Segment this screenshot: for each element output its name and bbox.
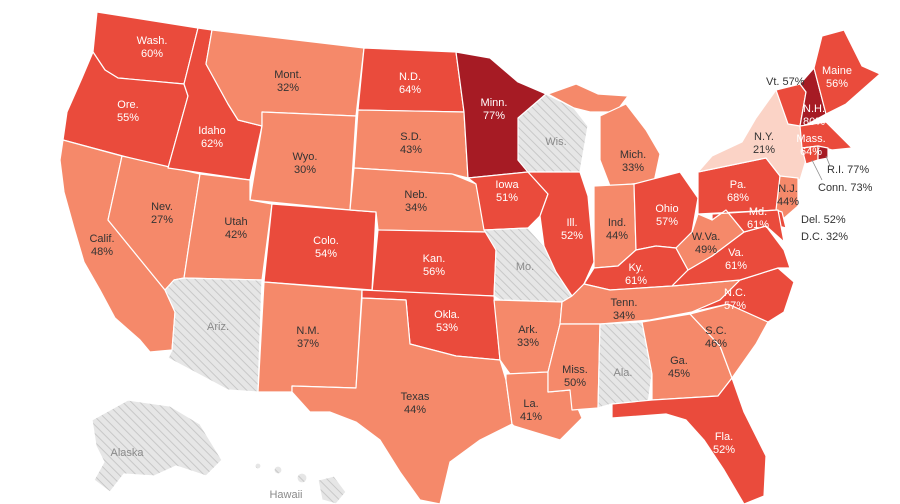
- label-or: Ore. 55%: [117, 99, 139, 124]
- label-wa: Wash. 60%: [137, 35, 168, 60]
- label-al: Ala.: [614, 367, 633, 379]
- state-tx: [291, 297, 513, 504]
- label-ga: Ga. 45%: [668, 355, 690, 380]
- label-ms: Miss. 50%: [562, 364, 588, 389]
- ct-leader: [811, 159, 823, 181]
- state-nj: [775, 175, 799, 221]
- label-ca: Calif. 48%: [89, 233, 114, 258]
- state-co: [263, 203, 377, 291]
- state-nc: [691, 267, 795, 323]
- label-va: Va. 61%: [725, 247, 747, 272]
- label-ia: Iowa 51%: [495, 179, 519, 204]
- label-ok: Okla. 53%: [434, 309, 460, 334]
- label-me: Maine 56%: [822, 65, 852, 90]
- state-ak: [91, 399, 223, 493]
- label-nc: N.C. 57%: [724, 287, 746, 312]
- label-wv: W.Va. 49%: [692, 231, 721, 256]
- label-ut: Utah 42%: [224, 216, 247, 241]
- label-nv: Nev. 27%: [151, 201, 173, 226]
- label-oh: Ohio 57%: [655, 203, 678, 228]
- label-nd: N.D. 64%: [399, 71, 421, 96]
- state-mi-up: [547, 83, 629, 113]
- state-az: [164, 277, 263, 393]
- state-ut: [183, 173, 273, 281]
- callout-de: Del. 52%: [801, 214, 846, 226]
- label-il: Ill. 52%: [561, 217, 583, 242]
- label-mo: Mo.: [516, 261, 534, 273]
- label-pa: Pa. 68%: [727, 179, 749, 204]
- state-wi: [517, 93, 589, 173]
- label-hi: Hawaii: [269, 489, 302, 501]
- state-fl: [611, 377, 767, 504]
- label-ma: Mass. 64%: [796, 133, 825, 158]
- label-ar: Ark. 33%: [517, 324, 539, 349]
- label-ny: N.Y. 21%: [753, 131, 775, 156]
- state-hi-maui: [296, 472, 308, 484]
- label-tn: Tenn. 34%: [611, 297, 638, 322]
- label-mt: Mont. 32%: [274, 69, 302, 94]
- callout-vt: Vt. 57%: [766, 76, 805, 88]
- label-ks: Kan. 56%: [423, 253, 446, 278]
- label-wy: Wyo. 30%: [293, 151, 318, 176]
- label-nh: N.H. 80%: [803, 103, 825, 128]
- state-labels: Wash. 60% Ore. 55% Calif. 48% Nev. 27% Idaho…: [89, 35, 872, 501]
- label-mi: Mich. 33%: [620, 149, 646, 174]
- label-co: Colo. 54%: [313, 235, 339, 260]
- label-nm: N.M. 37%: [296, 325, 319, 350]
- label-tx: Texas 44%: [401, 391, 430, 416]
- state-nm: [257, 281, 363, 393]
- state-md: [711, 209, 785, 243]
- label-sc: S.C. 46%: [705, 325, 727, 350]
- label-nj: N.J. 44%: [777, 183, 799, 208]
- label-in: Ind. 44%: [606, 217, 628, 242]
- callout-ct: Conn. 73%: [818, 182, 873, 194]
- label-wi: Wis.: [545, 136, 566, 148]
- label-md: Md. 61%: [747, 206, 769, 231]
- state-hi-kauai: [254, 462, 262, 470]
- label-az: Ariz.: [207, 321, 229, 333]
- label-fl: Fla. 52%: [713, 431, 735, 456]
- state-ri: [817, 145, 829, 161]
- label-id: Idaho 62%: [198, 125, 226, 150]
- ri-leader: [825, 155, 831, 167]
- state-hi-oahu: [273, 465, 283, 475]
- state-ak-islands: [39, 487, 83, 499]
- state-me: [813, 29, 881, 115]
- label-ak: Alaska: [110, 447, 144, 459]
- label-ne: Neb. 34%: [404, 189, 427, 214]
- state-mi: [599, 103, 661, 187]
- state-wy: [249, 111, 357, 211]
- label-mn: Minn. 77%: [481, 97, 508, 122]
- state-sd: [353, 109, 469, 179]
- callout-dc: D.C. 32%: [801, 231, 848, 243]
- label-ky: Ky. 61%: [625, 262, 647, 287]
- label-la: La. 41%: [520, 398, 542, 423]
- label-sd: S.D. 43%: [400, 131, 422, 156]
- state-hi-big: [317, 475, 347, 504]
- callout-ri: R.I. 77%: [827, 164, 869, 176]
